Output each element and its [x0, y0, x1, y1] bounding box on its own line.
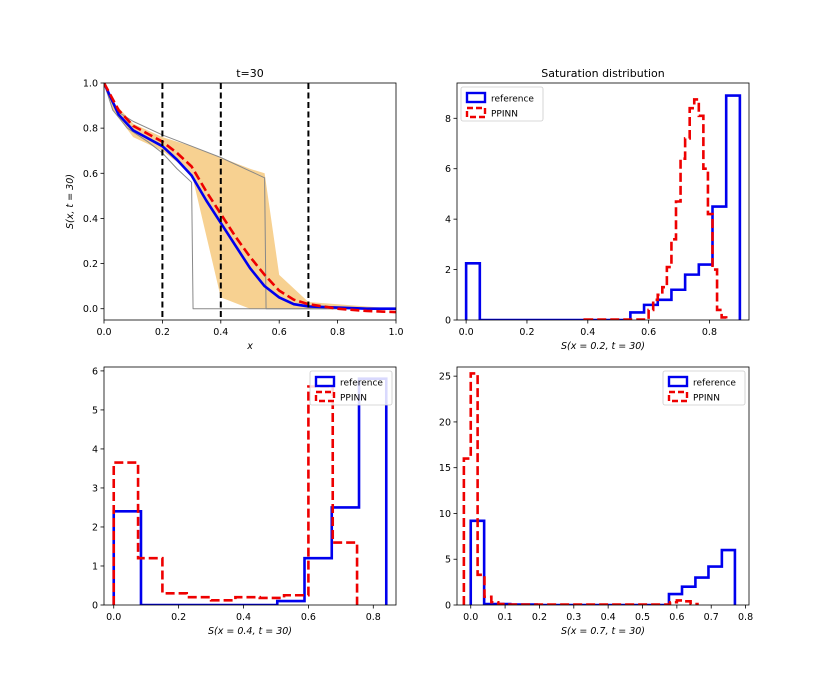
x-tick-label: 0.2: [155, 327, 170, 338]
legend: reference PPINN: [460, 86, 544, 122]
y-tick-label: 1: [92, 561, 98, 572]
x-tick-label: 0.8: [366, 612, 381, 623]
y-tick-label: 5: [92, 405, 98, 416]
y-tick-label: 10: [439, 509, 451, 520]
plot-area: [104, 83, 396, 320]
y-tick-label: 3: [92, 483, 98, 494]
axes-frame: [456, 82, 750, 321]
x-tick-label: 0.3: [566, 612, 581, 623]
x-tick-label: 0.7: [704, 612, 719, 623]
legend-label-reference: reference: [693, 379, 736, 389]
y-tick-label: 0: [445, 316, 451, 327]
x-tick-label: 0.6: [641, 327, 656, 338]
series-sample-upper: [104, 83, 396, 310]
legend-label-ppinn: PPINN: [491, 110, 518, 120]
x-tick-label: 0.0: [459, 327, 474, 338]
legend-frame: [662, 370, 746, 406]
uncertainty-band: [104, 83, 396, 309]
x-tick-label: 0.0: [463, 612, 478, 623]
axes-frame: [103, 82, 397, 321]
x-tick-label: 0.2: [532, 612, 547, 623]
x-tick-label: 0.5: [635, 612, 650, 623]
chart-p3: 0.0 0.2 0.4 0.6 0.8 0 1 2 3 4 5 6 S(x = 0.4, t = 30)…: [92, 366, 397, 637]
legend-swatch-ppinn: [314, 390, 336, 403]
legend-swatch-ppinn: [465, 106, 487, 119]
y-tick-label: 2: [92, 522, 98, 533]
y-tick-label: 0.4: [83, 214, 98, 225]
x-tick-label: 0.8: [702, 327, 717, 338]
plot-area: [462, 372, 737, 605]
y-tick-label: 6: [445, 164, 451, 175]
y-tick-label: 0: [445, 601, 451, 612]
y-tick-label: 1.0: [83, 79, 98, 90]
y-tick-label: 0.8: [83, 124, 98, 135]
histogram-ppinn: [583, 98, 728, 320]
y-tick-label: 15: [439, 463, 451, 474]
chart-title: Saturation distribution: [541, 67, 665, 80]
plot-area: [464, 94, 742, 320]
chart-title: t=30: [236, 67, 264, 80]
y-tick-label: 4: [445, 215, 451, 226]
y-tick-label: 2: [445, 265, 451, 276]
y-tick-label: 0.0: [83, 304, 98, 315]
x-tick-label: 0.2: [171, 612, 186, 623]
y-tick-label: 8: [445, 114, 451, 125]
legend-label-reference: reference: [491, 95, 534, 105]
x-tick-label: 0.8: [738, 612, 753, 623]
x-tick-label: 0.4: [601, 612, 616, 623]
legend-label-ppinn: PPINN: [693, 394, 720, 404]
histogram-reference: [469, 519, 737, 605]
x-tick-label: 0.6: [272, 327, 287, 338]
plot-area: [112, 377, 388, 605]
x-axis-label: x: [246, 341, 253, 352]
series-ppinn: [104, 83, 396, 314]
histogram-reference: [464, 94, 742, 320]
x-tick-label: 0.4: [213, 327, 228, 338]
y-tick-label: 25: [439, 372, 451, 383]
x-axis-label: S(x = 0.7, t = 30): [561, 626, 645, 637]
y-axis-label: S(x, t = 30): [65, 174, 76, 229]
x-tick-label: 1.0: [388, 327, 403, 338]
y-tick-label: 0.6: [83, 169, 98, 180]
x-tick-label: 0.2: [519, 327, 534, 338]
axes-frame: [103, 366, 397, 606]
x-tick-label: 0.4: [580, 327, 595, 338]
legend-swatch-ppinn: [667, 390, 689, 403]
legend-swatch-reference: [465, 91, 487, 104]
axes-frame: [456, 366, 750, 606]
x-tick-label: 0.8: [330, 327, 345, 338]
chart-p1: 0.0 0.2 0.4 0.6 0.8 1.0 0.0 0.2 0.4 0.6 0.8 1.0 t=30…: [65, 67, 404, 352]
x-tick-label: 0.4: [236, 612, 251, 623]
legend-label-ppinn: PPINN: [340, 394, 367, 404]
x-tick-label: 0.0: [96, 327, 111, 338]
y-tick-label: 20: [439, 417, 451, 428]
legend-swatch-reference: [667, 375, 689, 388]
legend: reference PPINN: [309, 370, 393, 406]
y-tick-label: 4: [92, 444, 98, 455]
x-tick-label: 0.1: [498, 612, 513, 623]
x-axis-label: S(x = 0.2, t = 30): [561, 341, 645, 352]
chart-p2: 0.0 0.2 0.4 0.6 0.8 0 2 4 6 8 Saturation distribut…: [445, 67, 750, 352]
legend-label-reference: reference: [340, 379, 383, 389]
y-tick-label: 0.2: [83, 259, 98, 270]
y-tick-label: 5: [445, 555, 451, 566]
x-tick-label: 0.6: [669, 612, 684, 623]
legend-frame: [460, 86, 544, 122]
x-tick-label: 0.0: [106, 612, 121, 623]
y-tick-label: 6: [92, 366, 98, 377]
histogram-reference: [112, 377, 388, 605]
legend-frame: [309, 370, 393, 406]
x-tick-label: 0.6: [301, 612, 316, 623]
y-tick-label: 0: [92, 601, 98, 612]
chart-p4: 0.0 0.1 0.2 0.3 0.4 0.5 0.6 0.7 0.8 0 5 10 15 20 25 S(x…: [439, 366, 753, 637]
histogram-ppinn: [112, 385, 359, 605]
x-axis-label: S(x = 0.4, t = 30): [208, 626, 292, 637]
histogram-ppinn: [462, 372, 699, 605]
legend-swatch-reference: [314, 375, 336, 388]
legend: reference PPINN: [662, 370, 746, 406]
